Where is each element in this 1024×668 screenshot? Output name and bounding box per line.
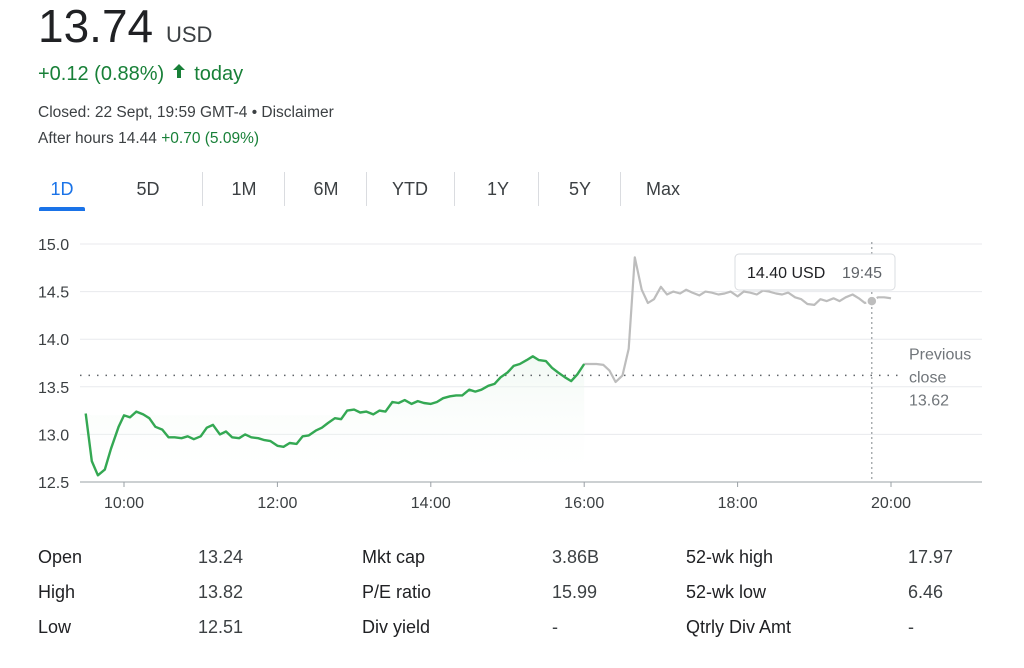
stat-value: - [552,617,558,637]
closed-time: Closed: 22 Sept, 19:59 GMT-4 [38,104,248,121]
after-hours-line [584,256,892,384]
tab-1d[interactable]: 1D [38,172,86,211]
price-change: +0.12 (0.88%) today [38,62,243,86]
stat-label: High [38,582,76,602]
tab-max[interactable]: Max [645,179,680,199]
stat-value: - [908,617,914,637]
disclaimer-link[interactable]: Disclaimer [261,104,334,121]
stats-row: Open 13.24 Mkt cap 3.86B 52-wk high 17.97 [38,540,988,575]
x-tick-label: 10:00 [104,495,144,512]
stat-label: Qtrly Div Amt [686,617,792,637]
stat-label: 52-wk low [686,582,767,602]
x-tick-label: 16:00 [564,495,604,512]
tab-5d[interactable]: 5D [136,179,160,199]
stat-label: Open [38,547,83,567]
tooltip-box [734,253,896,291]
after-hours-change: +0.70 (5.09%) [161,130,260,147]
y-tick-label: 13.5 [38,380,69,397]
stat-label: Mkt cap [362,547,426,567]
range-tabs: 1D 5D 1M 6M YTD 1Y 5Y Max [38,172,683,212]
tooltip-price: 14.40 USD [747,265,825,282]
x-tick-label: 20:00 [871,495,911,512]
stat-label: Div yield [362,617,431,637]
stat-value: 6.46 [908,582,944,602]
previous-close-label: close [909,369,946,386]
stock-price: 13.74 [38,0,154,52]
stat-value: 12.51 [198,617,244,637]
currency-label: USD [166,22,213,47]
y-tick-label: 13.0 [38,427,69,444]
tooltip-time: 19:45 [842,265,882,282]
stat-label: 52-wk high [686,547,774,567]
stat-label: P/E ratio [362,582,432,602]
hover-point [866,295,878,307]
change-period: today [194,62,244,85]
stats-row: High 13.82 P/E ratio 15.99 52-wk low 6.46 [38,575,988,610]
closed-info: Closed: 22 Sept, 19:59 GMT-4 • Disclaime… [38,104,334,121]
stats-table: Open 13.24 Mkt cap 3.86B 52-wk high 17.97 High… [38,540,988,645]
y-tick-label: 14.0 [38,332,69,349]
previous-close-label: 13.62 [909,392,949,409]
stat-value: 17.97 [908,547,954,567]
x-tick-label: 18:00 [718,495,758,512]
stat-label: Low [38,617,72,637]
tab-6m[interactable]: 6M [313,179,339,199]
stat-value: 13.82 [198,582,244,602]
previous-close-label: Previous [909,346,971,363]
tab-1y[interactable]: 1Y [486,179,510,199]
after-hours-price: After hours 14.44 [38,130,157,147]
tab-5y[interactable]: 5Y [568,179,592,199]
tab-ytd[interactable]: YTD [392,179,428,199]
stat-value: 15.99 [552,582,598,602]
stat-value: 3.86B [552,547,600,567]
x-tick-label: 14:00 [411,495,451,512]
stats-row: Low 12.51 Div yield - Qtrly Div Amt - [38,610,988,645]
change-value: +0.12 (0.88%) [38,62,165,85]
arrow-up-icon [170,62,188,86]
y-tick-label: 14.5 [38,285,69,302]
y-tick-label: 12.5 [38,475,69,492]
stat-value: 13.24 [198,547,244,567]
x-tick-label: 12:00 [257,495,297,512]
y-tick-label: 15.0 [38,237,69,254]
regular-session-line [84,355,586,477]
price-chart[interactable]: 15.0 14.5 14.0 13.5 13.0 12.5 10:00 12:00 14:00 1… [0,224,1024,524]
after-hours-info: After hours 14.44 +0.70 (5.09%) [38,130,259,148]
tab-1m[interactable]: 1M [231,179,257,199]
